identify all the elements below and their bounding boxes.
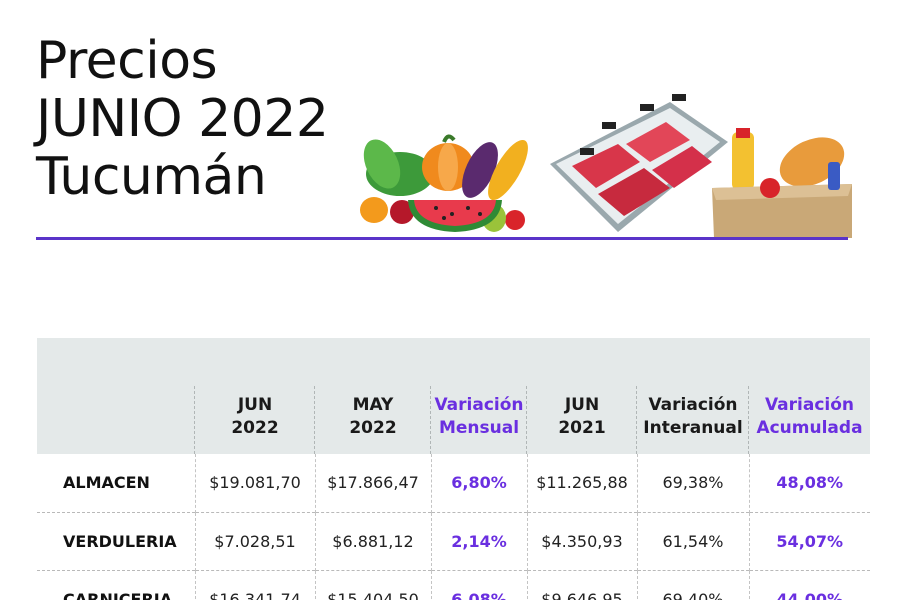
cell-variacion-interanual: 61,54%	[637, 512, 750, 570]
header-category	[37, 338, 195, 454]
cell-variacion-mensual: 2,14%	[431, 512, 528, 570]
header-divider	[36, 237, 848, 240]
cell-variacion-acumulada: 44,00%	[776, 589, 844, 600]
title-line-city: Tucumán	[36, 147, 267, 207]
cell-jun-2022: $7.028,51	[195, 512, 316, 570]
header-variacion-interanual: Variación Interanual	[637, 338, 749, 454]
cell-variacion-acumulada: 54,07%	[776, 531, 844, 551]
cell-variacion-mensual: 6,08%	[431, 570, 528, 600]
groceries-illustration	[360, 94, 852, 238]
row-category: VERDULERIA	[37, 512, 196, 570]
header-jun-2022: JUN 2022	[195, 338, 315, 454]
table-header-row: JUN 2022 MAY 2022 Variación Mensual JUN 2021…	[37, 338, 870, 454]
cell-variacion-interanual: 69,40%	[637, 570, 750, 600]
cell-variacion-mensual: 6,80%	[431, 454, 528, 512]
page-title: Precios JUNIO 2022 Tucumán	[36, 31, 329, 207]
title-line-month: JUNIO 2022	[36, 89, 329, 149]
row-category: CARNICERIA	[37, 570, 196, 600]
watermelon-icon	[408, 200, 502, 232]
header-jun-2021: JUN 2021	[527, 338, 637, 454]
table-row: ALMACEN $19.081,70 $17.866,47 6,80% $11.…	[37, 454, 870, 512]
grocery-bag-icon	[712, 128, 852, 238]
cell-may-2022: $17.866,47	[315, 454, 432, 512]
cell-may-2022: $15.404,50	[315, 570, 432, 600]
cell-jun-2022: $19.081,70	[195, 454, 316, 512]
cell-jun-2021: $11.265,88	[527, 454, 638, 512]
header-variacion-acumulada: Variación Acumulada	[756, 395, 863, 438]
meat-display-icon	[550, 94, 728, 232]
cell-jun-2021: $9.646,95	[527, 570, 638, 600]
vegetables-icon	[360, 134, 528, 232]
header-may-2022: MAY 2022	[315, 338, 431, 454]
table-row: VERDULERIA $7.028,51 $6.881,12 2,14% $4.…	[37, 512, 870, 570]
prices-table: JUN 2022 MAY 2022 Variación Mensual JUN 2021…	[37, 338, 870, 600]
cell-variacion-interanual: 69,38%	[637, 454, 750, 512]
cell-jun-2022: $16.341,74	[195, 570, 316, 600]
cell-may-2022: $6.881,12	[315, 512, 432, 570]
header-variacion-mensual: Variación Mensual	[431, 338, 527, 454]
cell-jun-2021: $4.350,93	[527, 512, 638, 570]
row-category: ALMACEN	[37, 454, 196, 512]
cell-variacion-acumulada: 48,08%	[776, 473, 844, 493]
table-row: CARNICERIA $16.341,74 $15.404,50 6,08% $…	[37, 570, 870, 600]
title-line-precios: Precios	[36, 31, 218, 91]
